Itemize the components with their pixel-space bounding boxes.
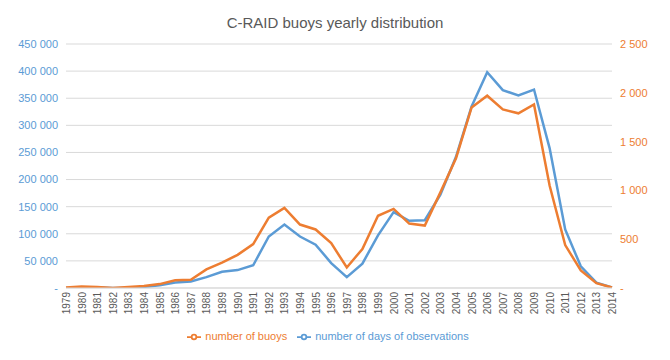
svg-text:2002: 2002 xyxy=(420,292,431,315)
svg-text:2006: 2006 xyxy=(482,292,493,315)
svg-text:-: - xyxy=(54,282,58,294)
svg-text:1979: 1979 xyxy=(61,292,72,315)
html-text:C-RAID buoys yearly distributi: C-RAID buoys yearly distribution xyxy=(226,14,444,31)
svg-text:2007: 2007 xyxy=(498,292,509,315)
svg-text:1993: 1993 xyxy=(280,292,291,315)
svg-text:1994: 1994 xyxy=(295,292,306,315)
svg-text:1983: 1983 xyxy=(124,292,135,315)
svg-text:2 000: 2 000 xyxy=(620,87,648,99)
svg-text:500: 500 xyxy=(620,233,638,245)
svg-text:250 000: 250 000 xyxy=(18,146,58,158)
svg-text:1988: 1988 xyxy=(202,292,213,315)
svg-text:100 000: 100 000 xyxy=(18,228,58,240)
svg-text:1997: 1997 xyxy=(342,292,353,315)
svg-text:2003: 2003 xyxy=(436,292,447,315)
svg-text:1996: 1996 xyxy=(326,292,337,315)
svg-text:2004: 2004 xyxy=(451,292,462,315)
svg-text:1980: 1980 xyxy=(77,292,88,315)
svg-text:2009: 2009 xyxy=(529,292,540,315)
svg-text:450 000: 450 000 xyxy=(18,38,58,50)
svg-text:2001: 2001 xyxy=(404,292,415,315)
html-text:number of days of observations: number of days of observations xyxy=(315,330,469,342)
svg-text:400 000: 400 000 xyxy=(18,65,58,77)
svg-text:300 000: 300 000 xyxy=(18,119,58,131)
svg-text:1 000: 1 000 xyxy=(620,184,648,196)
svg-text:1984: 1984 xyxy=(139,292,150,315)
svg-text:1981: 1981 xyxy=(92,292,103,315)
svg-text:2000: 2000 xyxy=(389,292,400,315)
svg-text:2012: 2012 xyxy=(576,292,587,315)
svg-text:1998: 1998 xyxy=(358,292,369,315)
svg-text:1989: 1989 xyxy=(217,292,228,315)
svg-text:150 000: 150 000 xyxy=(18,201,58,213)
svg-text:2010: 2010 xyxy=(545,292,556,315)
svg-text:2013: 2013 xyxy=(592,292,603,315)
svg-text:1991: 1991 xyxy=(248,292,259,315)
svg-text:2 500: 2 500 xyxy=(620,38,648,50)
svg-text:1987: 1987 xyxy=(186,292,197,315)
svg-text:1990: 1990 xyxy=(233,292,244,315)
svg-text:1986: 1986 xyxy=(170,292,181,315)
svg-text:1 500: 1 500 xyxy=(620,136,648,148)
svg-text:2011: 2011 xyxy=(560,292,571,314)
html-text:number of buoys: number of buoys xyxy=(205,330,288,342)
svg-text:2008: 2008 xyxy=(514,292,525,315)
svg-text:2005: 2005 xyxy=(467,292,478,315)
svg-text:1985: 1985 xyxy=(155,292,166,315)
svg-text:350 000: 350 000 xyxy=(18,92,58,104)
svg-text:-: - xyxy=(620,282,624,294)
svg-text:1992: 1992 xyxy=(264,292,275,315)
svg-text:200 000: 200 000 xyxy=(18,173,58,185)
svg-text:50 000: 50 000 xyxy=(24,255,58,267)
svg-text:1999: 1999 xyxy=(373,292,384,315)
svg-text:1995: 1995 xyxy=(311,292,322,315)
svg-text:2014: 2014 xyxy=(607,292,618,315)
svg-text:1982: 1982 xyxy=(108,292,119,315)
